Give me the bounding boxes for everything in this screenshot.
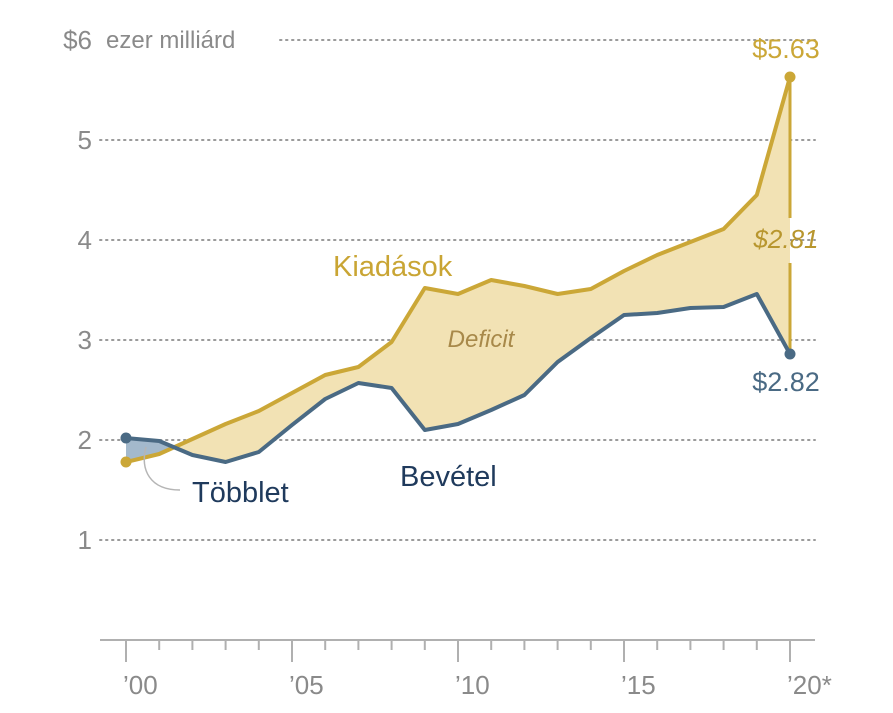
gridlines: $6 5 4 3 2 1 ezer milliárd [63, 25, 816, 555]
kiadasok-end-value: $5.63 [752, 34, 820, 64]
bevetel-start-point [120, 432, 132, 444]
bevetel-end-point [784, 348, 796, 360]
area-layer [126, 77, 792, 462]
x-tick-label: ’20* [787, 670, 832, 700]
labels: $5.63 $2.82 $2.81 Deficit Kiadások Bevétel Töb… [143, 34, 820, 509]
x-axis: ’00 ’05 ’10 ’15 ’20* [100, 639, 832, 700]
kiadasok-start-point [120, 456, 132, 468]
bevetel-series-label: Bevétel [400, 461, 497, 493]
tobblet-label: Többlet [192, 477, 289, 509]
y-tick-label: $6 [63, 25, 92, 55]
bevetel-end-value: $2.82 [752, 367, 820, 397]
tobblet-leader-line [143, 446, 181, 491]
kiadasok-series-label: Kiadások [333, 251, 453, 283]
x-tick-label: ’10 [455, 670, 490, 700]
y-tick-label: 2 [78, 425, 92, 455]
y-tick-label: 4 [78, 225, 92, 255]
x-tick-label: ’05 [289, 670, 324, 700]
deficit-label: Deficit [448, 326, 516, 353]
y-tick-label: 3 [78, 325, 92, 355]
line-layer [120, 71, 796, 468]
y-tick-label: 5 [78, 125, 92, 155]
deficit-area [174, 77, 790, 462]
kiadasok-end-point [784, 71, 796, 83]
y-tick-label: 1 [78, 525, 92, 555]
deficit-value: $2.81 [752, 224, 818, 254]
series-line-bevetel [125, 292, 792, 464]
x-tick-label: ’00 [123, 670, 158, 700]
x-tick-label: ’15 [621, 670, 656, 700]
series-line-kiadasok [125, 76, 792, 464]
unit-label: ezer milliárd [106, 27, 235, 54]
